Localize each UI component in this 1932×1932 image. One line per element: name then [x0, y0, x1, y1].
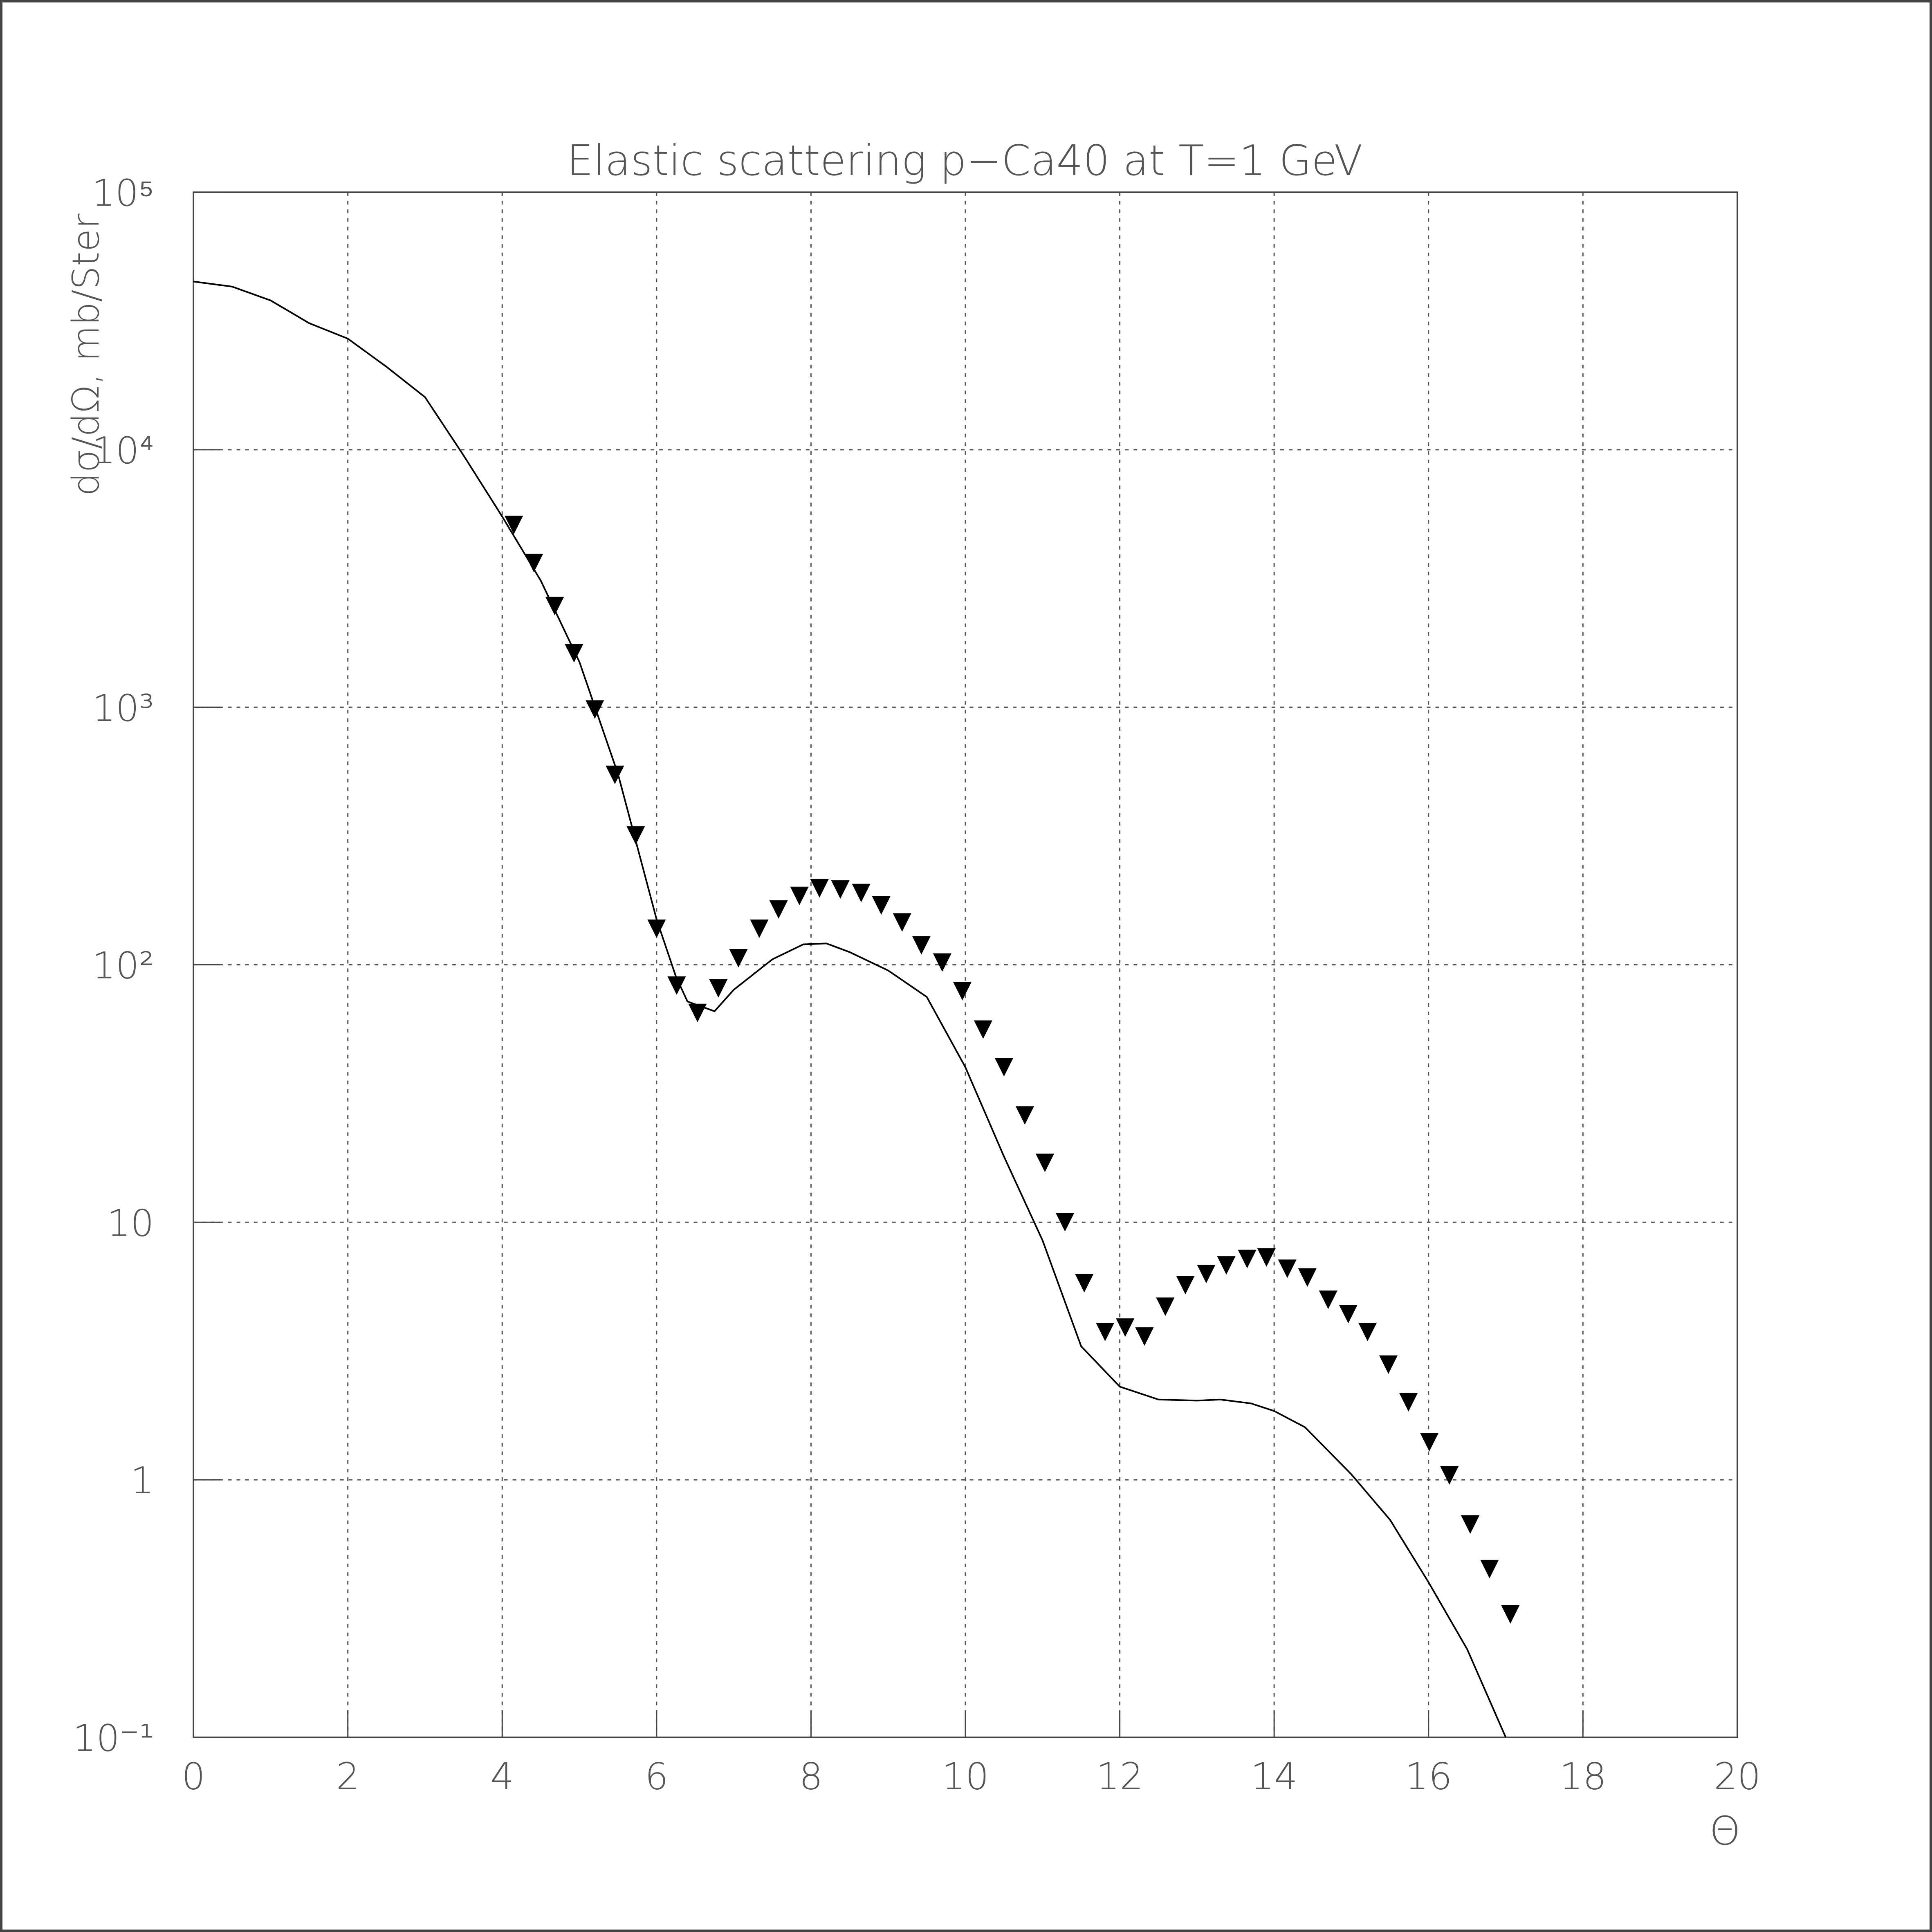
data-point — [831, 880, 850, 899]
data-point — [647, 919, 666, 938]
data-point — [953, 982, 972, 1001]
y-tick-label: 10 — [107, 1202, 154, 1245]
x-tick-label: 8 — [799, 1755, 823, 1798]
data-point — [1257, 1248, 1276, 1267]
data-point — [525, 554, 543, 572]
data-point — [872, 896, 891, 915]
data-point — [1156, 1297, 1175, 1316]
data-point — [750, 919, 769, 938]
data-point — [1440, 1466, 1459, 1485]
data-point — [1480, 1560, 1499, 1579]
x-tick-label: 20 — [1714, 1755, 1761, 1798]
data-point — [1096, 1322, 1115, 1342]
data-point — [1319, 1290, 1337, 1309]
data-point — [933, 953, 951, 972]
data-point — [586, 700, 604, 719]
data-point — [852, 884, 871, 902]
data-point — [1176, 1276, 1195, 1295]
data-point — [1035, 1153, 1055, 1172]
data-point — [1075, 1274, 1094, 1292]
data-point — [1501, 1605, 1520, 1624]
data-point — [1399, 1393, 1418, 1412]
data-point — [1135, 1327, 1154, 1346]
data-point — [1238, 1250, 1257, 1268]
y-tick-label: 10³ — [92, 687, 154, 730]
data-point — [1379, 1355, 1398, 1374]
data-point — [769, 900, 788, 919]
data-point — [626, 826, 645, 845]
data-point — [1358, 1322, 1377, 1342]
data-point — [912, 936, 931, 955]
plot-frame — [193, 191, 1738, 1738]
y-tick-label: 10⁻¹ — [73, 1717, 154, 1760]
data-point — [1217, 1256, 1236, 1275]
data-point — [729, 949, 748, 968]
data-point — [1420, 1433, 1439, 1452]
data-point — [893, 913, 911, 932]
x-axis-label: Θ — [1710, 1808, 1741, 1854]
data-point — [1015, 1106, 1034, 1125]
data-point — [1197, 1265, 1216, 1284]
data-point — [994, 1058, 1013, 1077]
data-point — [790, 886, 809, 905]
data-point — [1298, 1268, 1317, 1287]
data-point — [1055, 1213, 1075, 1232]
y-tick-label: 10² — [92, 945, 154, 987]
data-point — [709, 979, 728, 998]
data-point — [1461, 1515, 1480, 1534]
x-tick-label: 6 — [645, 1755, 669, 1798]
x-tick-label: 0 — [182, 1755, 205, 1798]
chart-title: Elastic scattering p−Ca40 at T=1 GeV — [567, 137, 1362, 185]
data-point — [1116, 1318, 1135, 1337]
data-point — [1339, 1305, 1358, 1324]
y-tick-label: 1 — [130, 1459, 154, 1502]
data-point — [667, 976, 686, 995]
x-tick-label: 2 — [336, 1755, 360, 1798]
data-point — [688, 1003, 707, 1022]
data-point — [606, 765, 624, 784]
y-tick-label: 10⁵ — [92, 172, 154, 215]
theory-line — [193, 280, 1507, 1738]
y-axis-label: dσ/dΩ, mb/Ster — [65, 213, 108, 496]
x-tick-label: 12 — [1096, 1755, 1143, 1798]
data-point — [545, 597, 564, 615]
x-tick-label: 14 — [1251, 1755, 1298, 1798]
x-tick-label: 10 — [942, 1755, 989, 1798]
x-tick-label: 4 — [491, 1755, 514, 1798]
data-point — [1278, 1259, 1297, 1278]
data-point — [565, 644, 583, 663]
data-point — [974, 1020, 993, 1039]
data-point — [810, 879, 829, 898]
y-tick-label: 10⁴ — [92, 429, 154, 472]
x-tick-label: 18 — [1560, 1755, 1607, 1798]
x-tick-label: 16 — [1405, 1755, 1452, 1798]
data-point — [504, 516, 523, 534]
